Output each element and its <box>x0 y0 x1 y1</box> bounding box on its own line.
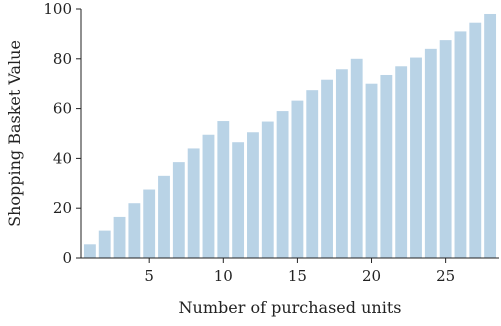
bar-11 <box>232 142 245 258</box>
bar-2 <box>98 230 111 258</box>
bars-group <box>83 13 497 259</box>
bar-20 <box>365 83 378 258</box>
bar-3 <box>113 216 126 258</box>
bar-28 <box>484 13 497 259</box>
y-axis-title: Shopping Basket Value <box>5 40 24 227</box>
x-tick-label: 10 <box>214 267 233 285</box>
x-tick-label: 15 <box>288 267 307 285</box>
bar-27 <box>469 22 482 258</box>
bar-15 <box>291 100 304 258</box>
bar-18 <box>335 69 348 259</box>
bar-10 <box>217 121 230 258</box>
bar-24 <box>424 48 437 259</box>
bar-8 <box>187 148 200 258</box>
x-tick-label: 5 <box>144 267 154 285</box>
y-ticks-group: 0 20 40 60 80 100 <box>43 0 81 267</box>
bar-17 <box>321 79 333 258</box>
bar-25 <box>439 40 452 258</box>
x-tick-label: 25 <box>436 267 455 285</box>
y-tick-label: 100 <box>43 0 72 18</box>
bar-26 <box>454 31 467 258</box>
bar-19 <box>350 58 363 258</box>
bar-12 <box>247 132 259 258</box>
y-tick-label: 0 <box>62 249 72 267</box>
x-tick-label: 20 <box>362 267 381 285</box>
y-tick-label: 60 <box>53 100 72 118</box>
bar-4 <box>128 203 141 258</box>
bar-22 <box>395 66 408 259</box>
bar-1 <box>83 244 96 258</box>
bar-5 <box>143 189 156 258</box>
y-tick-label: 20 <box>53 199 72 217</box>
bar-13 <box>261 121 274 258</box>
bar-7 <box>172 162 185 258</box>
bar-9 <box>202 134 215 258</box>
bar-16 <box>306 90 319 258</box>
y-tick-label: 80 <box>53 50 72 68</box>
bar-23 <box>410 57 422 259</box>
bar-14 <box>276 111 289 258</box>
bar-21 <box>380 74 393 258</box>
bar-6 <box>158 175 170 258</box>
y-tick-label: 40 <box>53 149 72 167</box>
x-axis-title: Number of purchased units <box>179 298 402 317</box>
x-ticks-group: 5 10 15 20 25 <box>144 258 455 285</box>
